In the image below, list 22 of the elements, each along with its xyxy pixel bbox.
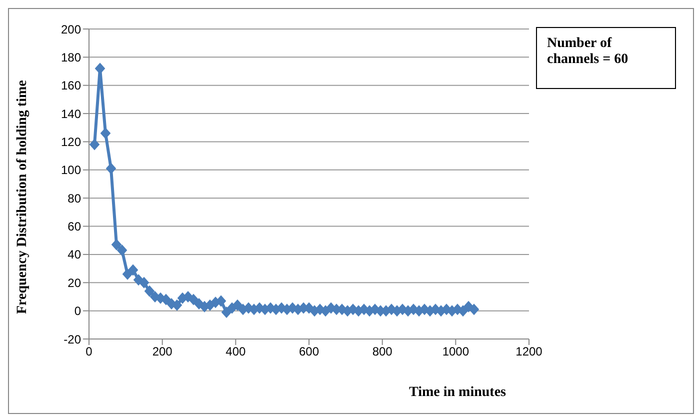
x-tick-label: 1000 (442, 344, 470, 359)
y-tick-label: 0 (74, 304, 82, 318)
x-tick-label: 200 (152, 344, 173, 359)
y-tick-label: 100 (60, 163, 82, 178)
y-tick-label: 80 (68, 191, 82, 206)
y-tick-label: 200 (60, 22, 82, 36)
x-tick-label: 600 (298, 344, 320, 359)
y-tick-label: 40 (68, 248, 82, 262)
x-tick-label: 0 (86, 344, 93, 359)
text: Number of channels = 60 (536, 27, 676, 89)
x-tick-label: 1200 (516, 344, 543, 359)
x-axis-title: Time in minutes (409, 385, 506, 401)
y-tick-label: 160 (60, 78, 82, 93)
y-tick-label: 60 (68, 220, 82, 234)
x-tick-label: 400 (226, 344, 246, 359)
y-tick-label: 140 (60, 106, 82, 121)
y-tick-label: -20 (64, 332, 82, 346)
y-tick-label: 20 (68, 276, 82, 290)
y-tick-label: 120 (60, 134, 82, 149)
y-axis-title: Frequency Distribution of holding time (14, 80, 30, 314)
x-tick-label: 800 (372, 344, 393, 359)
y-tick-label: 180 (60, 50, 82, 64)
